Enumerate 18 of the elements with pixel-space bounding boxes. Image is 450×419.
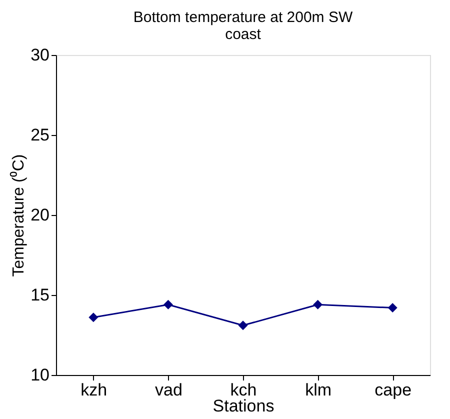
x-tick-label: vad bbox=[154, 380, 182, 400]
y-axis-title: Temperature (⁰C) bbox=[10, 154, 28, 277]
x-tick-label: kzh bbox=[80, 380, 108, 400]
point bbox=[388, 303, 398, 313]
y-tick-label: 25 bbox=[30, 126, 50, 144]
chart-title: Bottom temperature at 200m SW coast bbox=[133, 9, 354, 43]
x-tick-label: kch bbox=[230, 380, 257, 400]
x-tick-label: klm bbox=[305, 380, 332, 400]
x-axis-title: Stations bbox=[212, 396, 274, 416]
y-tick-label: 30 bbox=[30, 46, 50, 64]
point bbox=[163, 300, 173, 310]
x-tick-label: cape bbox=[374, 380, 412, 400]
point bbox=[238, 320, 248, 330]
y-tick-label: 20 bbox=[30, 206, 50, 224]
y-tick-label: 15 bbox=[30, 286, 50, 304]
point bbox=[313, 300, 323, 310]
y-tick-label: 10 bbox=[30, 366, 50, 384]
point bbox=[88, 312, 98, 322]
